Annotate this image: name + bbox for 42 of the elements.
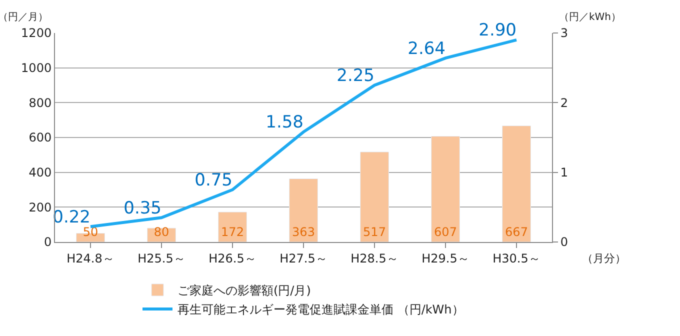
- legend-label: 再生可能エネルギー発電促進賦課金単価 （円/kWh）: [178, 302, 464, 317]
- y-tick-label: 600: [28, 130, 52, 145]
- y-tick-label: 800: [28, 96, 52, 110]
- x-tick-label: H29.5～: [422, 251, 470, 266]
- bar: [360, 152, 389, 242]
- bar: [289, 178, 318, 242]
- y2-tick-label: 1: [560, 166, 568, 180]
- y-tick-label: 1000: [21, 61, 52, 76]
- data-label: 1.58: [266, 112, 304, 133]
- x-tick-label: H26.5～: [208, 251, 256, 266]
- x-tick-label: H30.5～: [492, 251, 540, 266]
- data-label: 0.35: [124, 198, 162, 218]
- x-axis-title: （月分）: [582, 252, 626, 265]
- data-label: 80: [154, 225, 170, 239]
- data-label: 0.75: [194, 170, 232, 190]
- data-label: 2.25: [336, 66, 374, 86]
- y2-tick-label: 3: [560, 26, 568, 40]
- bar: [502, 126, 531, 242]
- x-tick-label: H25.5～: [138, 251, 186, 266]
- data-label: 607: [434, 225, 457, 239]
- x-tick-label: H27.5～: [280, 251, 328, 266]
- y-tick-label: 0: [44, 235, 52, 250]
- y2-tick-label: 0: [560, 235, 568, 250]
- data-label: 172: [221, 225, 244, 239]
- bar: [218, 212, 247, 242]
- y-tick-label: 400: [28, 166, 52, 180]
- y2-axis-title: （円／kWh）: [559, 12, 622, 23]
- y2-tick-label: 2: [560, 96, 568, 110]
- x-tick-label: H28.5～: [350, 251, 398, 266]
- y-axis-title: （円／月）: [0, 12, 48, 23]
- data-label: 50: [82, 225, 98, 239]
- data-label: 667: [505, 225, 528, 239]
- line-series: [89, 38, 518, 228]
- y-tick-label: 1200: [21, 26, 52, 40]
- data-label: 363: [292, 225, 315, 239]
- bar: [431, 136, 460, 242]
- legend-label: ご家庭への影響額(円/月): [178, 284, 311, 298]
- data-label: 2.90: [478, 20, 516, 41]
- y-tick-label: 200: [28, 200, 52, 214]
- data-label: 517: [363, 225, 386, 239]
- data-label: 2.64: [408, 38, 446, 59]
- x-tick-label: H24.8～: [66, 251, 114, 266]
